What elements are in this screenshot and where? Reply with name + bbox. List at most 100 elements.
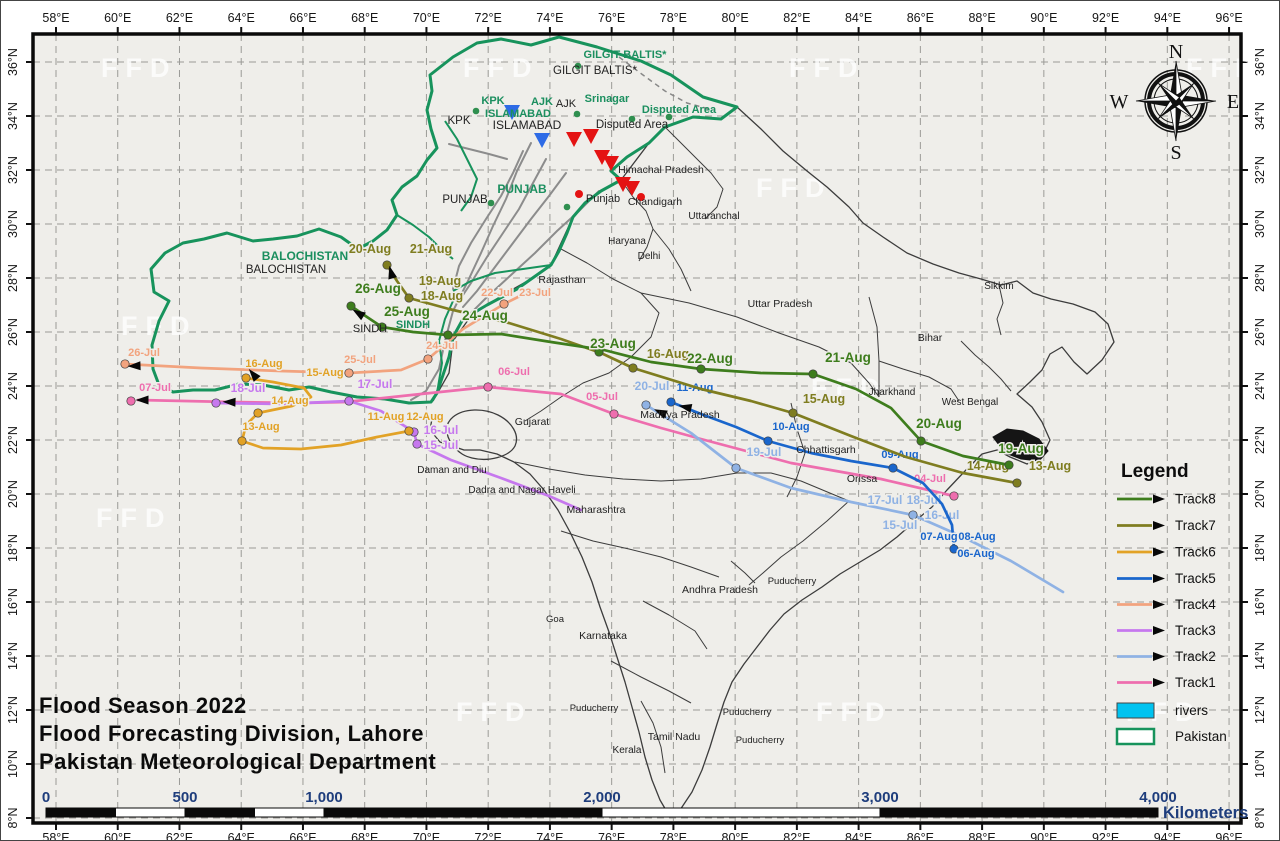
track-date-label: 22-Aug <box>687 351 733 366</box>
lat-tick-label: 8°N <box>6 808 20 829</box>
place-label: GILGIT BALTIS* <box>553 65 637 77</box>
place-label: SINDH <box>353 323 387 335</box>
track-track8: 26-Aug 25-Aug 24-Aug 23-Aug 22-Aug 21-Aug 20-A… <box>346 280 1045 470</box>
lat-tick-label: 22°N <box>6 426 20 454</box>
compass-letters: N S W E <box>1110 41 1240 164</box>
lat-tick-label: 34°N <box>1253 102 1267 130</box>
heavy-rain-marker-blue <box>504 105 520 120</box>
track-date-label: 18-Aug <box>421 289 463 303</box>
compass-point-dark <box>1136 101 1176 108</box>
scale-bar: 0 500 1,000 2,000 3,000 4,000 <box>42 789 1177 818</box>
track-direction-arrow <box>352 309 366 321</box>
lon-tick-label: 62°E <box>166 831 193 841</box>
lon-tick-label: 84°E <box>845 11 872 25</box>
ffd-watermark: FFD <box>756 173 832 203</box>
track-direction-arrow <box>678 403 693 413</box>
lat-tick-label: 36°N <box>6 48 20 76</box>
ffd-watermark: FFD <box>456 697 532 727</box>
lon-tick-label: 76°E <box>598 831 625 841</box>
track-position-dot <box>696 364 706 374</box>
track-date-label: 25-Jul <box>344 354 376 366</box>
track-direction-arrow <box>654 409 668 419</box>
place-label: BALOCHISTAN <box>246 264 326 276</box>
track-date-label: 05-Jul <box>586 391 618 403</box>
lon-tick-label: 96°E <box>1215 11 1242 25</box>
city-dot-green <box>472 107 480 115</box>
track-position-dot <box>949 491 959 501</box>
legend-arrow <box>1153 678 1165 687</box>
city-dot-green <box>628 115 636 123</box>
lat-tick-label: 20°N <box>6 480 20 508</box>
ffd-watermark: FFD <box>96 503 172 533</box>
lon-tick-label: 78°E <box>660 831 687 841</box>
track-date-label: 26-Aug <box>355 281 401 296</box>
track-position-dot <box>594 347 604 357</box>
track-date-label: 17-Jul <box>868 493 903 507</box>
track-date-label: 17-Jul <box>358 377 393 391</box>
track-position-dot <box>253 408 263 418</box>
place-label: AJK <box>556 98 577 110</box>
city-dot-green <box>574 62 582 70</box>
lat-tick-label: 28°N <box>6 264 20 292</box>
lat-tick-label: 18°N <box>1253 534 1267 562</box>
lat-tick-label: 8°N <box>1253 808 1267 829</box>
legend-title: Legend <box>1121 461 1189 482</box>
track-date-label: 21-Aug <box>825 350 871 365</box>
city-dot-green <box>573 110 581 118</box>
track-date-label: 06-Aug <box>957 548 994 560</box>
track-date-label: 11-Aug <box>368 411 405 423</box>
lon-tick-label: 78°E <box>660 11 687 25</box>
legend-arrow <box>1153 600 1165 609</box>
lon-tick-label: 86°E <box>907 831 934 841</box>
place-label: Himachal Pradesh <box>618 164 704 176</box>
track-date-label: 18-Jul <box>907 493 942 507</box>
place-label: Sikkim <box>984 281 1013 292</box>
scale-bar-segment <box>184 807 255 818</box>
lat-tick-label: 20°N <box>1253 480 1267 508</box>
track-date-label: 23-Aug <box>590 336 636 351</box>
track-date-label: 15-Aug <box>803 392 845 406</box>
lat-tick-label: 34°N <box>6 102 20 130</box>
heavy-rain-marker-red <box>603 156 619 171</box>
lat-tick-label: 24°N <box>1253 372 1267 400</box>
heavy-rain-marker-red <box>566 132 582 147</box>
track-date-label: 14-Aug <box>271 395 308 407</box>
track-date-label: 16-Jul <box>424 423 459 437</box>
track-date-label: 10-Aug <box>772 421 809 433</box>
track-date-label: 24-Jul <box>426 340 458 352</box>
lon-tick-label: 74°E <box>536 831 563 841</box>
legend-item-label: Track2 <box>1175 649 1216 664</box>
compass-point-dark <box>1169 61 1176 101</box>
track-date-label: 12-Aug <box>406 411 443 423</box>
track-position-dot <box>423 354 433 364</box>
track-position-dot <box>1004 460 1014 470</box>
track-date-label: 20-Aug <box>349 242 391 256</box>
lon-tick-label: 72°E <box>475 11 502 25</box>
scale-tick-label: 500 <box>172 789 197 806</box>
lon-tick-label: 94°E <box>1154 11 1181 25</box>
track-date-label: 26-Jul <box>128 347 160 359</box>
lat-tick-label: 30°N <box>6 210 20 238</box>
place-label: Karnataka <box>579 630 627 642</box>
track-direction-arrow <box>135 395 149 405</box>
track-line <box>214 399 583 512</box>
lon-tick-label: 82°E <box>783 11 810 25</box>
lon-tick-label: 60°E <box>104 11 131 25</box>
track-date-label: 16-Aug <box>647 347 689 361</box>
lon-tick-label: 60°E <box>104 831 131 841</box>
scale-tick-label: 0 <box>42 789 50 806</box>
track-position-dot <box>908 510 918 520</box>
track-position-dot <box>916 436 926 446</box>
lon-tick-label: 74°E <box>536 11 563 25</box>
legend-item-label: Track4 <box>1175 597 1216 612</box>
title-line-3: Pakistan Meteorological Department <box>39 749 436 774</box>
legend-arrow <box>1153 626 1165 635</box>
geography-layer <box>149 35 1115 818</box>
place-label: Uttaranchal <box>688 211 739 222</box>
lon-tick-label: 66°E <box>289 11 316 25</box>
place-label: Gujarat <box>515 416 550 428</box>
place-label: Uttar Pradesh <box>748 298 813 310</box>
compass-point-dark <box>1158 101 1180 119</box>
place-label: Rajasthan <box>538 274 585 286</box>
